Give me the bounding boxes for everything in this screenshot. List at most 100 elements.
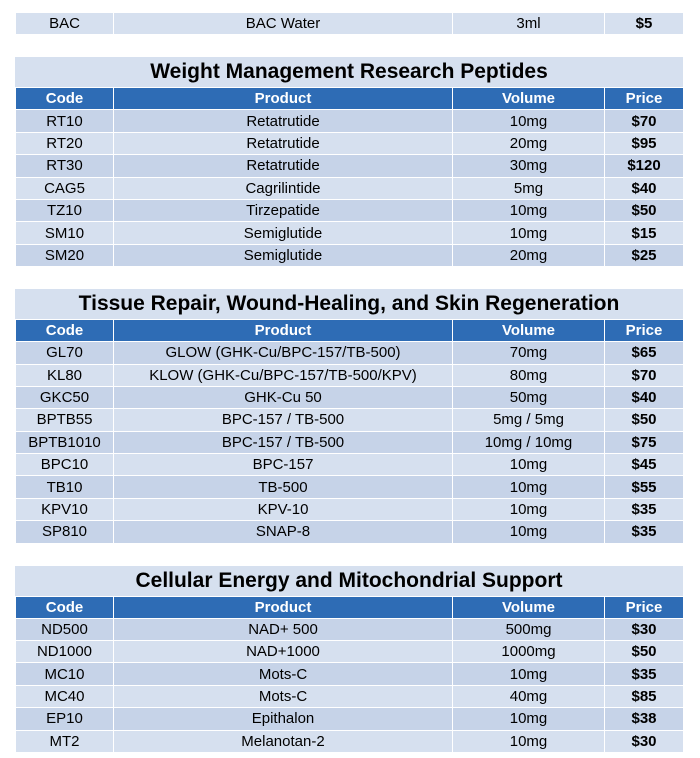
price-cell: $30 bbox=[604, 729, 684, 753]
section-gap bbox=[15, 267, 683, 288]
volume-cell: 5mg / 5mg bbox=[452, 408, 605, 432]
header-product: Product bbox=[113, 319, 453, 343]
table-row: KPV10 KPV-10 10mg $35 bbox=[15, 497, 684, 522]
header-volume: Volume bbox=[452, 319, 605, 343]
product-cell: BPC-157 / TB-500 bbox=[113, 408, 453, 432]
code-cell: SP810 bbox=[15, 520, 114, 544]
section-title: Cellular Energy and Mitochondrial Suppor… bbox=[15, 564, 683, 596]
volume-cell: 70mg bbox=[452, 341, 605, 365]
table-row: GKC50 GHK-Cu 50 50mg $40 bbox=[15, 385, 684, 410]
header-row: Code Product Volume Price bbox=[15, 595, 684, 619]
code-cell: BPTB1010 bbox=[15, 430, 114, 455]
product-cell: NAD+ 500 bbox=[113, 617, 453, 642]
product-cell: Retatrutide bbox=[113, 131, 453, 156]
product-cell: BAC Water bbox=[113, 11, 453, 36]
volume-cell: 10mg bbox=[452, 520, 605, 544]
volume-cell: 3ml bbox=[452, 11, 605, 36]
product-cell: Epithalon bbox=[113, 707, 453, 731]
code-cell: MT2 bbox=[15, 729, 114, 753]
volume-cell: 50mg bbox=[452, 385, 605, 410]
header-product: Product bbox=[113, 87, 453, 111]
table-row: BPTB55 BPC-157 / TB-500 5mg / 5mg $50 bbox=[15, 408, 684, 432]
price-cell: $50 bbox=[604, 198, 684, 223]
volume-cell: 10mg bbox=[452, 707, 605, 731]
code-cell: KL80 bbox=[15, 363, 114, 387]
code-cell: SM20 bbox=[15, 243, 114, 268]
price-cell: $70 bbox=[604, 363, 684, 387]
table-row: RT20 Retatrutide 20mg $95 bbox=[15, 131, 684, 156]
product-cell: SNAP-8 bbox=[113, 520, 453, 544]
product-cell: Retatrutide bbox=[113, 109, 453, 133]
price-cell: $35 bbox=[604, 520, 684, 544]
code-cell: RT10 bbox=[15, 109, 114, 133]
header-product: Product bbox=[113, 595, 453, 619]
code-cell: RT20 bbox=[15, 131, 114, 156]
table-row: SM20 Semiglutide 20mg $25 bbox=[15, 243, 684, 268]
section-gap bbox=[15, 35, 683, 56]
product-cell: Melanotan-2 bbox=[113, 729, 453, 753]
table-row: MC40 Mots-C 40mg $85 bbox=[15, 684, 684, 709]
header-price: Price bbox=[604, 319, 684, 343]
product-cell: Semiglutide bbox=[113, 243, 453, 268]
volume-cell: 1000mg bbox=[452, 640, 605, 664]
volume-cell: 80mg bbox=[452, 363, 605, 387]
section-title: Weight Management Research Peptides bbox=[15, 56, 683, 88]
product-cell: TB-500 bbox=[113, 475, 453, 499]
header-volume: Volume bbox=[452, 595, 605, 619]
table-row: TB10 TB-500 10mg $55 bbox=[15, 475, 684, 499]
header-row: Code Product Volume Price bbox=[15, 319, 684, 343]
code-cell: CAG5 bbox=[15, 176, 114, 200]
price-cell: $35 bbox=[604, 662, 684, 686]
code-cell: SM10 bbox=[15, 221, 114, 245]
table-row: SM10 Semiglutide 10mg $15 bbox=[15, 221, 684, 245]
price-cell: $50 bbox=[604, 408, 684, 432]
table-row: BAC BAC Water 3ml $5 bbox=[15, 11, 684, 36]
price-cell: $45 bbox=[604, 453, 684, 477]
table-row: SP810 SNAP-8 10mg $35 bbox=[15, 520, 684, 544]
code-cell: ND1000 bbox=[15, 640, 114, 664]
price-cell: $95 bbox=[604, 131, 684, 156]
price-cell: $35 bbox=[604, 497, 684, 522]
code-cell: TZ10 bbox=[15, 198, 114, 223]
code-cell: TB10 bbox=[15, 475, 114, 499]
price-list: BAC BAC Water 3ml $5 Weight Management R… bbox=[15, 11, 684, 753]
table-row: MC10 Mots-C 10mg $35 bbox=[15, 662, 684, 686]
section-table: Code Product Volume Price RT10 Retatrutide 10m… bbox=[15, 87, 684, 268]
price-cell: $85 bbox=[604, 684, 684, 709]
price-cell: $40 bbox=[604, 176, 684, 200]
table-row: BPTB1010 BPC-157 / TB-500 10mg / 10mg $75 bbox=[15, 430, 684, 455]
volume-cell: 500mg bbox=[452, 617, 605, 642]
header-code: Code bbox=[15, 319, 114, 343]
product-cell: Tirzepatide bbox=[113, 198, 453, 223]
product-cell: KPV-10 bbox=[113, 497, 453, 522]
header-code: Code bbox=[15, 595, 114, 619]
volume-cell: 10mg bbox=[452, 729, 605, 753]
header-volume: Volume bbox=[452, 87, 605, 111]
price-cell: $25 bbox=[604, 243, 684, 268]
product-cell: BPC-157 bbox=[113, 453, 453, 477]
code-cell: GL70 bbox=[15, 341, 114, 365]
price-cell: $75 bbox=[604, 430, 684, 455]
table-row: GL70 GLOW (GHK-Cu/BPC-157/TB-500) 70mg $65 bbox=[15, 341, 684, 365]
code-cell: GKC50 bbox=[15, 385, 114, 410]
table-row: RT30 Retatrutide 30mg $120 bbox=[15, 154, 684, 178]
table-row: EP10 Epithalon 10mg $38 bbox=[15, 707, 684, 731]
code-cell: RT30 bbox=[15, 154, 114, 178]
price-cell: $55 bbox=[604, 475, 684, 499]
price-cell: $40 bbox=[604, 385, 684, 410]
section-table: Code Product Volume Price GL70 GLOW (GHK-Cu/B… bbox=[15, 319, 684, 544]
code-cell: ND500 bbox=[15, 617, 114, 642]
header-price: Price bbox=[604, 87, 684, 111]
header-code: Code bbox=[15, 87, 114, 111]
code-cell: KPV10 bbox=[15, 497, 114, 522]
price-cell: $120 bbox=[604, 154, 684, 178]
volume-cell: 10mg bbox=[452, 109, 605, 133]
code-cell: EP10 bbox=[15, 707, 114, 731]
section-table: Code Product Volume Price ND500 NAD+ 500 500mg… bbox=[15, 595, 684, 753]
product-cell: Mots-C bbox=[113, 684, 453, 709]
price-cell: $5 bbox=[604, 11, 684, 36]
volume-cell: 10mg bbox=[452, 475, 605, 499]
product-cell: Mots-C bbox=[113, 662, 453, 686]
product-cell: Semiglutide bbox=[113, 221, 453, 245]
code-cell: MC10 bbox=[15, 662, 114, 686]
